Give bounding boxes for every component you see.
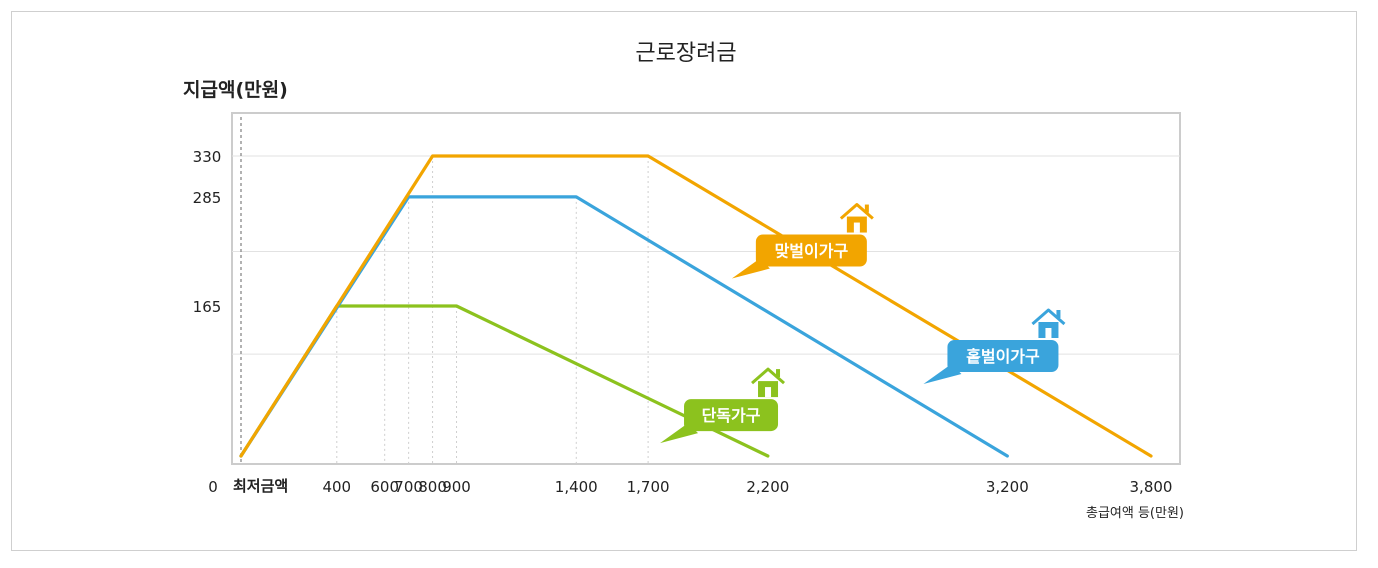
house-roof [1031,308,1066,326]
y-tick-label: 285 [193,189,222,207]
house-chimney [776,369,781,378]
legend-box [947,340,1059,372]
x-tick-label: 400 [322,478,351,496]
legend-box [755,234,867,267]
legend-label: 홑벌이가구 [966,347,1040,366]
legend-label: 단독가구 [702,406,761,425]
series-line-맞벌이가구 [239,154,1153,458]
y-axis-label: 지급액(만원) [183,79,288,101]
house-roof [839,203,874,220]
house-chimney [864,204,869,213]
x-tick-label: 600 [370,478,399,496]
house-door [765,387,772,398]
legend-label: 맞벌이가구 [775,242,849,261]
x-tick-label: 700 [394,478,423,496]
house-icon [1031,308,1066,338]
house-icon [839,203,874,233]
x-tick-label: 1,400 [555,478,598,496]
x-tick-label: 3,200 [986,478,1029,496]
legend-item: 맞벌이가구 [731,203,874,279]
house-icon [751,367,786,398]
y-tick-label: 165 [193,298,222,316]
house-roof [751,367,786,385]
legend-item: 단독가구 [660,367,786,444]
x-tick-label: 2,200 [746,478,789,496]
chart-title: 근로장려금 [635,41,736,66]
guide-lines [240,117,649,464]
y-tick-labels: 165 285 330 [193,148,222,316]
y-tick-label-zero: 0 [208,478,218,496]
y-tick-label: 330 [193,148,222,166]
house-door [853,222,860,233]
house-door [1045,328,1052,338]
house-chimney [1056,310,1061,318]
legend-box [684,399,779,432]
x-tick-label: 800 [418,478,447,496]
x-tick-label: 900 [442,478,471,496]
series-layer [239,154,1153,458]
x-tick-label: 1,700 [627,478,670,496]
x-axis-label: 총급여액 등(만원) [1086,506,1184,521]
min-amount-label: 최저금액 [233,477,288,495]
x-tick-label: 3,800 [1130,478,1173,496]
legend-item: 홑벌이가구 [923,308,1066,384]
